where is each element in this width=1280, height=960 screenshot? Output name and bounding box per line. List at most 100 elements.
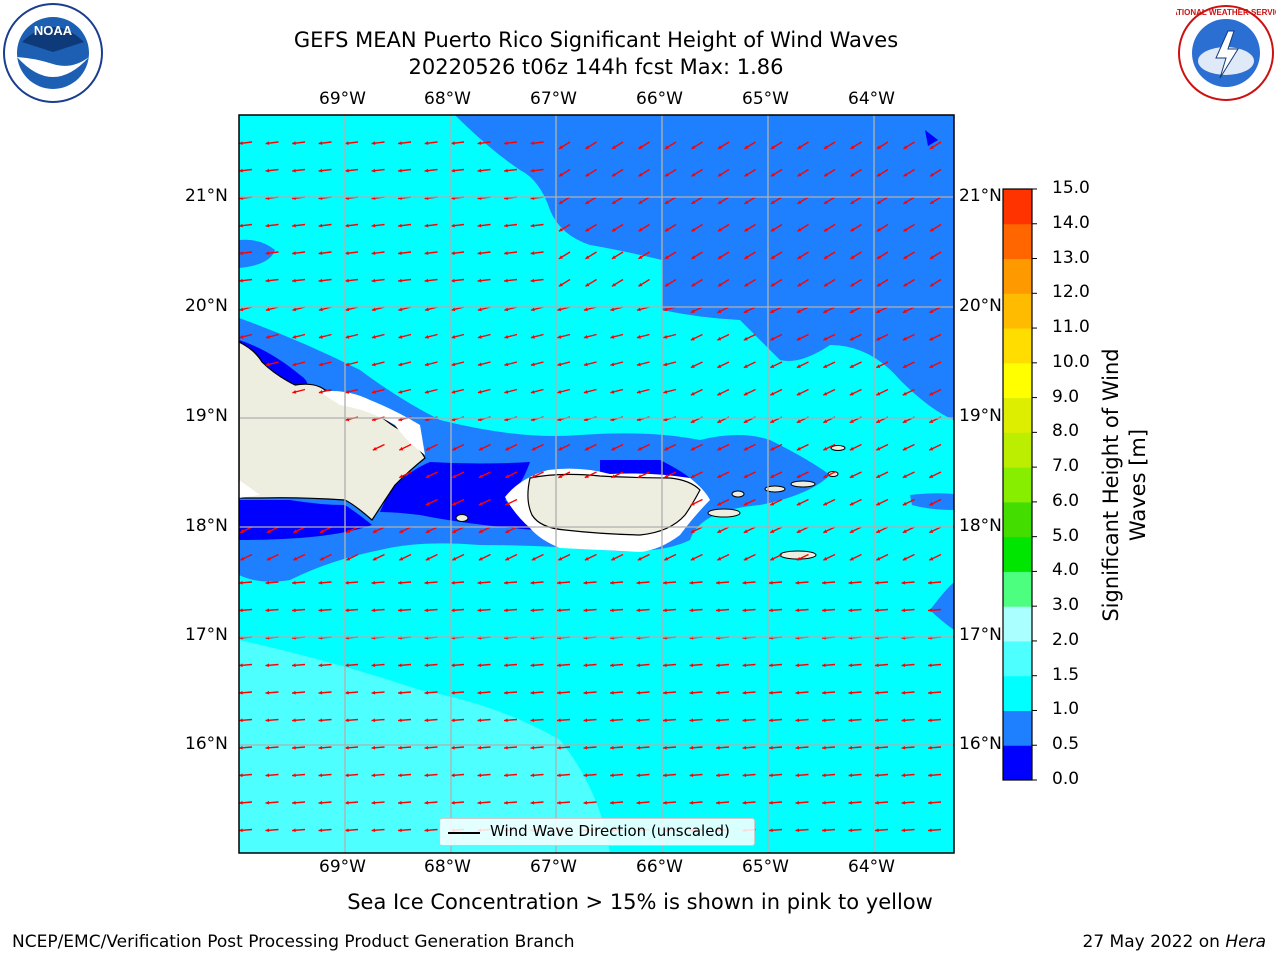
wind-wave-arrowhead	[796, 309, 801, 313]
wind-wave-arrowhead	[531, 446, 536, 451]
wind-wave-arrowhead	[239, 690, 243, 695]
wind-wave-arrowhead	[584, 474, 589, 478]
wind-wave-arrowhead	[743, 474, 748, 478]
nws-logo-text: NATIONAL WEATHER SERVICE	[1176, 8, 1276, 17]
wind-wave-arrowhead	[451, 307, 456, 312]
lat-label-right: 21°N	[959, 186, 1002, 206]
wind-wave-arrowhead	[610, 362, 615, 367]
wind-wave-arrowhead	[318, 389, 323, 394]
wind-wave-arrowhead	[318, 828, 323, 833]
wind-wave-arrowhead	[929, 200, 934, 204]
wind-wave-arrowhead	[371, 718, 376, 723]
wind-wave-arrowhead	[717, 227, 722, 232]
wind-wave-arrowhead	[929, 474, 934, 478]
wind-wave-arrowhead	[371, 334, 376, 339]
wind-wave-arrowhead	[611, 172, 616, 177]
wind-wave-arrowhead	[398, 828, 402, 833]
wind-wave-arrowhead	[585, 255, 590, 259]
colorbar-swatch	[1003, 189, 1032, 225]
wind-wave-arrowhead	[742, 745, 747, 750]
wind-wave-arrowhead	[240, 556, 245, 561]
wind-wave-arrowhead	[345, 580, 349, 585]
wind-wave-arrowhead	[451, 334, 456, 339]
wind-wave-arrowhead	[558, 255, 563, 259]
wind-wave-arrowhead	[716, 718, 720, 723]
colorbar-swatch	[1003, 536, 1032, 572]
wind-wave-arrowhead	[796, 501, 801, 506]
wind-wave-arrowhead	[265, 718, 270, 723]
wind-wave-arrowhead	[770, 446, 775, 451]
map-subtitle: 20220526 t06z 144h fcst Max: 1.86	[408, 55, 784, 79]
wind-wave-arrowhead	[663, 362, 668, 367]
wind-wave-arrowhead	[796, 474, 801, 478]
wind-wave-arrowhead	[451, 141, 455, 146]
lat-lon-grid	[239, 115, 954, 853]
wind-wave-arrowhead	[584, 446, 589, 451]
wind-wave-arrowhead	[716, 745, 720, 750]
wind-wave-arrowhead	[398, 141, 402, 146]
colorbar-label: Significant Height of Wind Waves [m]	[1099, 348, 1150, 622]
lat-label-left: 16°N	[185, 734, 228, 754]
wind-wave-arrowhead	[716, 690, 720, 695]
wind-wave-arrowhead	[319, 556, 324, 561]
wind-wave-arrowhead	[744, 200, 749, 204]
wind-wave-arrowhead	[769, 663, 773, 668]
wind-wave-arrowhead	[557, 389, 562, 394]
wind-wave-arrowhead	[742, 690, 747, 695]
wind-wave-arrowhead	[822, 800, 826, 805]
wind-wave-arrowhead	[690, 529, 695, 533]
wind-wave-arrowhead	[398, 334, 403, 339]
wind-wave-arrowhead	[928, 718, 932, 723]
wind-wave-arrowhead	[769, 718, 773, 723]
wind-wave-arrowhead	[795, 773, 800, 778]
wind-wave-arrowhead	[664, 172, 669, 177]
wind-wave-arrowhead	[477, 278, 482, 283]
wind-wave-arrowhead	[266, 556, 271, 561]
colorbar-tick-label: 14.0	[1052, 212, 1090, 233]
wind-wave-arrowhead	[663, 800, 667, 805]
wind-wave-arrowhead	[770, 172, 775, 177]
wind-wave-arrowhead	[875, 718, 879, 723]
lon-label-top: 68°W	[424, 89, 471, 109]
wind-wave-arrowhead	[398, 251, 402, 256]
wind-wave-arrowhead	[901, 773, 906, 778]
wind-wave-arrowhead	[318, 745, 323, 750]
wind-wave-arrowhead	[557, 663, 561, 668]
footer-date: 27 May 2022 on Hera	[1083, 932, 1267, 952]
wind-wave-arrowhead	[504, 663, 508, 668]
wind-wave-arrowhead	[424, 608, 429, 613]
wind-wave-arrowhead	[875, 745, 879, 750]
wind-wave-arrowhead	[292, 223, 296, 228]
wind-wave-arrowhead	[742, 800, 747, 805]
wind-wave-arrowhead	[292, 745, 296, 750]
wind-wave-arrowhead	[663, 690, 667, 695]
wind-wave-arrowhead	[769, 773, 773, 778]
wind-wave-arrowhead	[477, 362, 482, 367]
wind-wave-arrowhead	[585, 145, 590, 149]
wind-wave-arrowhead	[424, 663, 429, 668]
wind-wave-arrowhead	[398, 389, 403, 394]
wind-wave-arrowhead	[796, 556, 801, 561]
wind-wave-arrowhead	[452, 446, 457, 451]
wind-wave-arrowhead	[530, 334, 535, 339]
wind-wave-arrowhead	[425, 529, 430, 533]
wave-band-0.5-1-ne	[455, 115, 954, 420]
wind-wave-arrowhead	[876, 200, 881, 204]
wind-wave-arrowhead	[530, 690, 535, 695]
legend-label: Wind Wave Direction (unscaled)	[490, 822, 730, 840]
wind-wave-arrowhead	[371, 307, 376, 312]
wind-wave-arrowhead	[292, 580, 296, 585]
wind-wave-arrowhead	[770, 391, 775, 396]
wind-wave-arrowhead	[636, 800, 641, 805]
wind-wave-arrowhead	[239, 307, 244, 312]
wind-wave-arrowhead	[743, 446, 748, 451]
wind-wave-arrowhead	[848, 690, 853, 695]
wind-wave-arrowhead	[929, 391, 934, 396]
wind-wave-arrowhead	[505, 474, 510, 478]
wind-wave-arrowhead	[744, 145, 749, 149]
wind-wave-arrowhead	[345, 141, 349, 146]
lon-label-bottom: 65°W	[742, 857, 789, 877]
wind-wave-arrowhead	[239, 278, 243, 283]
wind-wave-arrowhead	[505, 446, 510, 451]
